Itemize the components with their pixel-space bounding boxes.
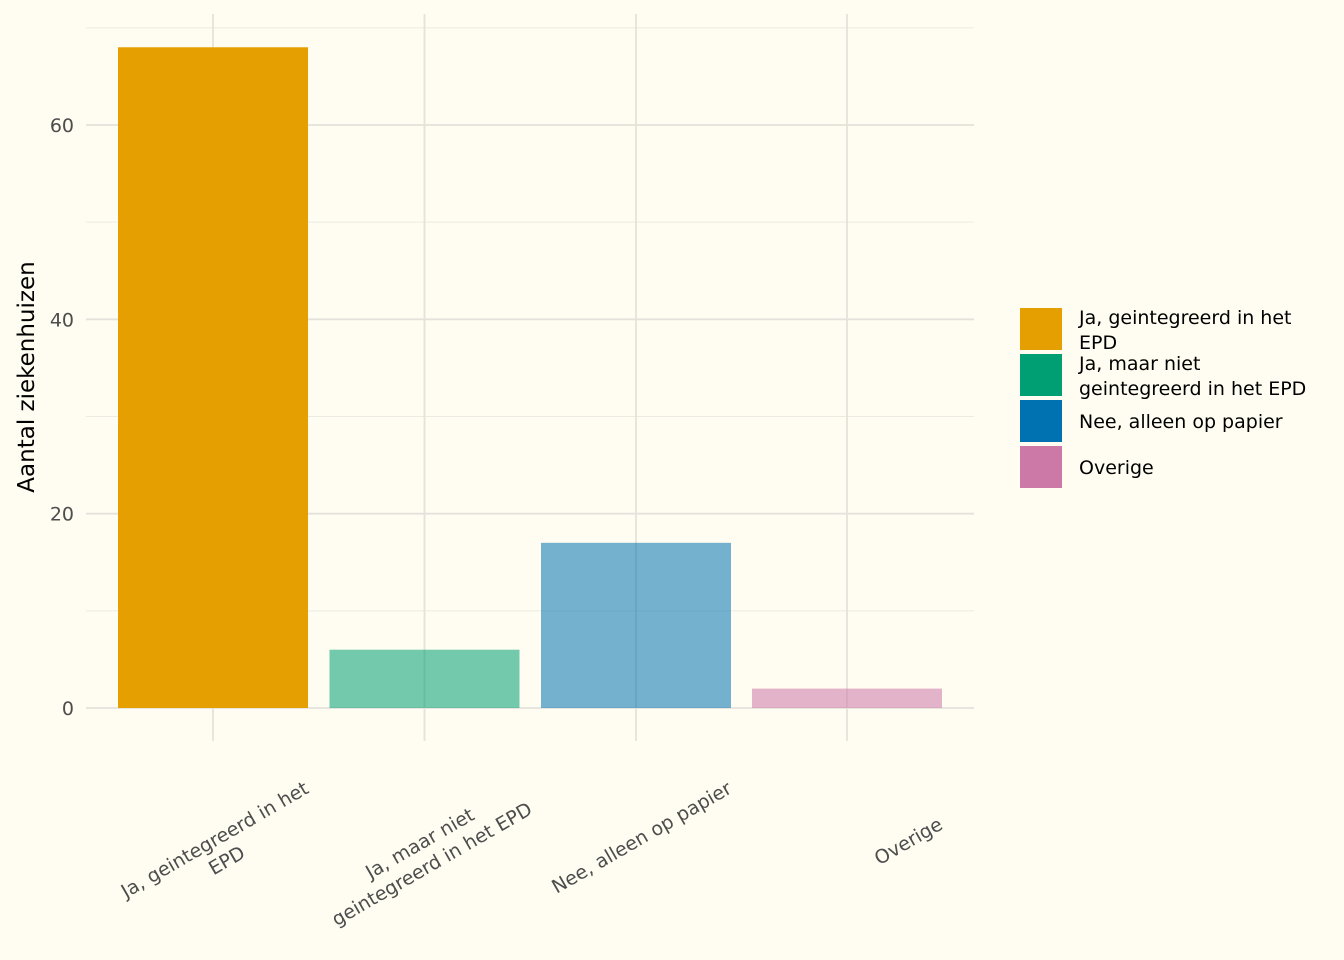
svg-text:Nee, alleen op papier: Nee, alleen op papier [548,777,735,898]
legend-item: Ja, maar niet geintegreerd in het EPD [1020,353,1306,400]
legend-swatch [1020,354,1062,396]
legend-label: Overige [1079,457,1154,479]
bars [118,47,942,709]
x-axis-ticks: Ja, geintegreerd in hetEPD Ja, maar nietg… [117,777,947,931]
legend-swatch [1020,308,1062,350]
x-tick-label: Overige [871,813,947,869]
y-tick-label: 40 [50,309,74,331]
legend-swatch [1020,446,1062,488]
legend-label: Nee, alleen op papier [1079,411,1283,433]
legend-item: Overige [1020,446,1154,488]
y-tick-label: 0 [62,698,74,720]
legend-label: Ja, maar niet geintegreerd in het EPD [1078,353,1306,400]
legend-swatch [1020,400,1062,442]
y-axis-label: Aantal ziekenhuizen [14,261,40,492]
y-tick-label: 60 [50,115,74,137]
svg-text:Overige: Overige [871,813,947,869]
x-tick-label: Nee, alleen op papier [548,777,735,898]
svg-text:Ja, maar nietgeintegreerd in h: Ja, maar nietgeintegreerd in het EPD [316,777,536,930]
bar-4 [752,688,942,708]
bar-3 [541,542,731,708]
x-tick-label: Ja, maar nietgeintegreerd in het EPD [316,777,536,931]
legend-item: Ja, geintegreerd in het EPD [1020,307,1292,354]
legend-item: Nee, alleen op papier [1020,400,1283,442]
y-axis-ticks: 0 20 40 60 [50,115,74,720]
bar-1 [118,47,308,709]
x-tick-label: Ja, geintegreerd in hetEPD [117,777,325,924]
legend-label: Ja, geintegreerd in het EPD [1078,307,1292,354]
bar-2 [329,649,520,708]
svg-text:Ja, geintegreerd in hetEPD: Ja, geintegreerd in hetEPD [117,777,325,924]
y-tick-label: 20 [50,504,74,526]
